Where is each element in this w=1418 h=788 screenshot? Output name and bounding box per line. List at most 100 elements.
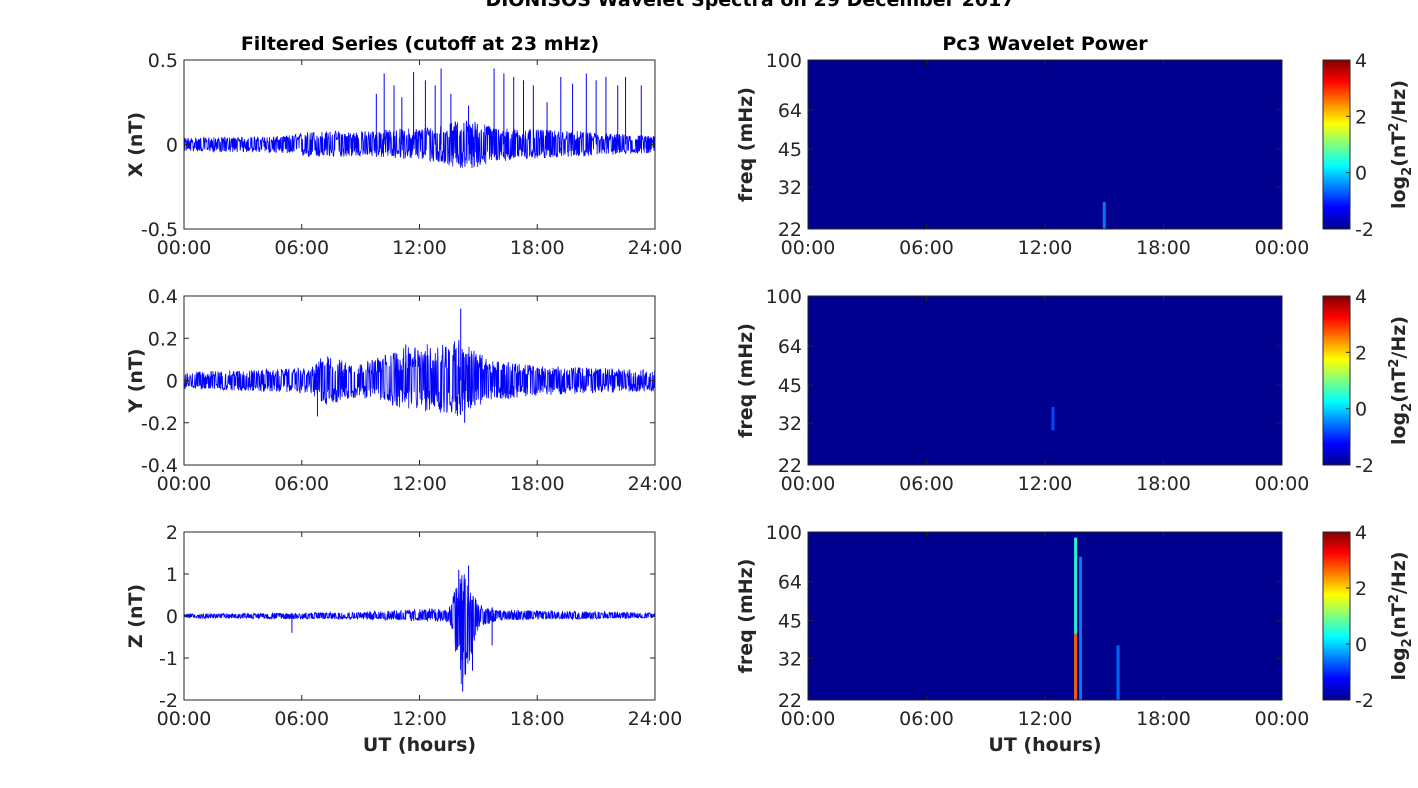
panels: 00:00 06:00 12:00 18:00 24:00-0.500.5X (nT)0…	[125, 50, 1415, 756]
spectrum-background	[808, 60, 1282, 229]
series-trace	[184, 340, 655, 416]
colorbar-tick-label: 0	[1355, 163, 1367, 185]
y-tick-label: 64	[778, 100, 802, 122]
y-tick-label: 0.4	[148, 286, 178, 308]
y-tick-label: 2	[166, 522, 178, 544]
y-tick-label: 32	[778, 177, 802, 199]
colorbar-tick-label: 2	[1355, 342, 1367, 364]
power-burst	[1079, 556, 1083, 700]
x-tick-label: 12:00	[392, 473, 447, 495]
y-tick-label: 100	[766, 50, 802, 72]
series-trace	[184, 120, 655, 168]
y-tick-label: 45	[778, 611, 802, 633]
x-tick-label: 00:00	[781, 473, 836, 495]
y-tick-label: 0	[166, 135, 178, 157]
colorbar-tick-label: -2	[1355, 455, 1374, 477]
spectrum-background	[808, 296, 1282, 465]
power-burst	[1102, 202, 1106, 229]
colorbar: -2 0 2 4 log2(nT2/Hz)	[1322, 522, 1415, 712]
colorbar-tick-label: -2	[1355, 219, 1374, 241]
x-tick-label: 12:00	[392, 708, 447, 730]
colorbar-tick-label: 4	[1355, 522, 1367, 544]
spectrum-background	[808, 532, 1282, 700]
right-column-title: Pc3 Wavelet Power	[942, 33, 1148, 55]
x-tick-label: 24:00	[628, 473, 683, 495]
x-tick-label: 00:00	[157, 237, 212, 259]
x-tick-label: 00:00	[1255, 473, 1310, 495]
x-tick-label: 18:00	[510, 473, 565, 495]
y-tick-label: 1	[166, 564, 178, 586]
colorbar-tick-label: 4	[1355, 50, 1367, 72]
x-tick-label: 06:00	[899, 473, 954, 495]
left-column-title: Filtered Series (cutoff at 23 mHz)	[241, 33, 599, 55]
power-burst	[1116, 645, 1120, 700]
colorbar-label: log2(nT2/Hz)	[1387, 80, 1415, 209]
x-tick-label: 12:00	[1018, 473, 1073, 495]
y-axis-label: Z (nT)	[125, 584, 147, 648]
x-tick-label: 06:00	[274, 473, 329, 495]
x-tick-label: 06:00	[899, 237, 954, 259]
y-tick-label: -1	[159, 648, 178, 670]
x-tick-label: 06:00	[274, 708, 329, 730]
y-tick-label: -0.2	[141, 413, 178, 435]
colorbar-tick-label: 2	[1355, 106, 1367, 128]
series-trace	[184, 574, 655, 685]
x-tick-label: 12:00	[1018, 237, 1073, 259]
power-burst	[1074, 537, 1078, 700]
y-tick-label: 0	[166, 371, 178, 393]
x-axis-label: UT (hours)	[988, 734, 1101, 756]
x-tick-label: 00:00	[157, 708, 212, 730]
y-tick-label: 100	[766, 286, 802, 308]
wavelet-panel-y: 00:00 06:00 12:00 18:00 00:0022324564100freq…	[735, 286, 1415, 495]
figure-suptitle: DIONISOS Wavelet Spectra on 29 December …	[485, 0, 1014, 11]
colorbar: -2 0 2 4 log2(nT2/Hz)	[1322, 50, 1415, 241]
x-tick-label: 18:00	[510, 237, 565, 259]
colorbar-tick-label: 4	[1355, 286, 1367, 308]
x-tick-label: 18:00	[1136, 237, 1191, 259]
y-tick-label: -0.4	[141, 455, 178, 477]
y-tick-label: 45	[778, 375, 802, 397]
colorbar-gradient	[1322, 59, 1351, 230]
y-axis-label: Y (nT)	[125, 348, 147, 413]
timeseries-panel-y: 00:00 06:00 12:00 18:00 24:00 -0.4 -0.2 0 0.2 0.4…	[125, 286, 682, 495]
x-tick-label: 00:00	[781, 237, 836, 259]
y-tick-label: 22	[778, 455, 802, 477]
x-tick-label: 24:00	[628, 237, 683, 259]
x-tick-label: 00:00	[157, 473, 212, 495]
x-tick-label: 12:00	[392, 237, 447, 259]
x-tick-label: 00:00	[781, 708, 836, 730]
x-tick-label: 00:00	[1255, 237, 1310, 259]
colorbar-tick-label: 0	[1355, 634, 1367, 656]
colorbar-label: log2(nT2/Hz)	[1387, 316, 1415, 445]
colorbar: -2 0 2 4 log2(nT2/Hz)	[1322, 286, 1415, 477]
y-tick-label: 100	[766, 522, 802, 544]
y-tick-label: 64	[778, 336, 802, 358]
x-tick-label: 06:00	[274, 237, 329, 259]
y-tick-label: -2	[159, 690, 178, 712]
x-tick-label: 06:00	[899, 708, 954, 730]
colorbar-tick-label: 2	[1355, 578, 1367, 600]
power-burst	[1051, 406, 1055, 431]
y-tick-label: 0	[166, 606, 178, 628]
y-tick-label: 45	[778, 139, 802, 161]
timeseries-panel-z: 00:00 06:00 12:00 18:00 24:00 -2 -1 0 1 2 Z (nT) UT…	[125, 522, 682, 756]
x-tick-label: 18:00	[510, 708, 565, 730]
y-tick-label: 32	[778, 413, 802, 435]
y-tick-label: 64	[778, 572, 802, 594]
y-tick-label: 0.5	[148, 50, 178, 72]
colorbar-gradient	[1322, 531, 1351, 701]
x-axis-label: UT (hours)	[363, 734, 476, 756]
colorbar-tick-label: -2	[1355, 690, 1374, 712]
power-burst	[1074, 633, 1078, 700]
y-tick-label: 32	[778, 648, 802, 670]
x-tick-label: 18:00	[1136, 473, 1191, 495]
y-tick-label: 22	[778, 219, 802, 241]
x-tick-label: 12:00	[1018, 708, 1073, 730]
y-axis-label: X (nT)	[125, 112, 147, 177]
x-tick-label: 18:00	[1136, 708, 1191, 730]
y-tick-label: 22	[778, 690, 802, 712]
y-axis-label: freq (mHz)	[735, 87, 757, 202]
timeseries-panel-x: 00:00 06:00 12:00 18:00 24:00 -0.5 0 0.5 X (nT)	[125, 50, 682, 259]
colorbar-label: log2(nT2/Hz)	[1387, 551, 1415, 680]
